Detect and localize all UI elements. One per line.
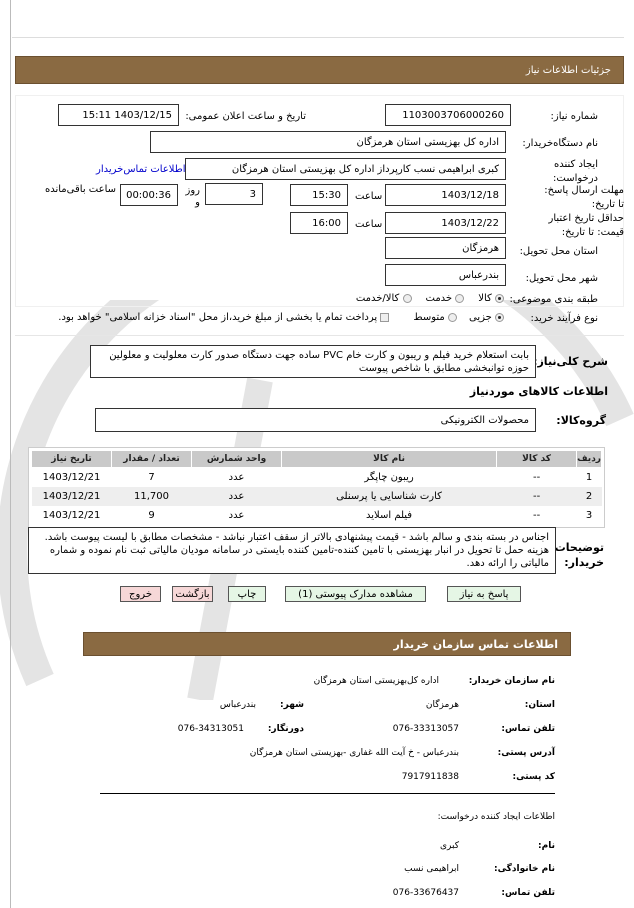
attachments-button[interactable]: مشاهده مدارک پیوستی (1) (285, 586, 426, 602)
goods-table: ردیف کد کالا نام کالا واحد شمارش تعداد /… (28, 447, 605, 528)
buyer-label: نام دستگاه‌خریدار: (522, 138, 598, 149)
divider (15, 335, 624, 336)
category-radio-goods[interactable]: کالا (478, 293, 504, 304)
section-header: جزئیات اطلاعات نیاز (15, 56, 624, 84)
name-label: نام: (538, 841, 555, 851)
remaining-field: 00:00:36 (120, 184, 178, 206)
process-radio-medium[interactable]: متوسط (413, 312, 457, 323)
col-header-unit: واحد شمارش (191, 450, 282, 468)
time-label: ساعت (355, 191, 383, 202)
table-row: 2 -- کارت شناسایی یا پرسنلی عدد 11,700 1403/1… (31, 486, 602, 506)
phone-value: 076-33313057 (392, 724, 459, 734)
description-field: بابت استعلام خرید فیلم و ریبون و کارت خا… (90, 345, 536, 378)
validity-label: حداقل تاریخ اعتبار قیمت: تا تاریخ: (548, 213, 624, 238)
postal-label: کد پستی: (512, 772, 555, 782)
deadline-date-field: 1403/12/18 (385, 184, 506, 206)
notes-label: توضیحات خریدار: (554, 541, 604, 569)
deadline-label: مهلت ارسال پاسخ: تا تاریخ: (544, 185, 624, 210)
treasury-checkbox[interactable]: پرداخت تمام یا بخشی از مبلغ خرید،از محل … (58, 312, 390, 323)
page-border (10, 0, 11, 908)
category-radio-both[interactable]: کالا/خدمت (356, 293, 412, 304)
group-label: گروه‌کالا: (556, 414, 606, 427)
need-number-label: شماره نیاز: (550, 111, 599, 122)
days-label: روز و (185, 185, 201, 208)
table-row: 1 -- ریبون چاپگر عدد 7 1403/12/21 (42, 471, 593, 483)
validity-time-field: 16:00 (290, 212, 348, 234)
need-number-field: 1103003706000260 (385, 104, 511, 126)
phone-label: تلفن تماس: (501, 724, 555, 734)
details-panel (15, 95, 624, 307)
description-label: شرح کلی‌نیاز: (533, 355, 608, 368)
category-radio-service[interactable]: خدمت (426, 293, 465, 304)
exit-button[interactable]: خروج (120, 586, 161, 602)
days-field: 3 (205, 183, 263, 205)
announce-field: 1403/12/15 15:11 (58, 104, 179, 126)
goods-section-title: اطلاعات کالاهای موردنیاز (469, 385, 608, 398)
process-label: نوع فرآیند خرید: (530, 313, 599, 324)
creator-section-title: اطلاعات ایجاد کننده درخواست: (437, 812, 555, 822)
buyer-field: اداره کل بهزیستی استان هرمزگان (150, 131, 506, 153)
validity-date-field: 1403/12/22 (385, 212, 506, 234)
city-label: شهر: (280, 700, 304, 710)
process-radio-group: جزیی متوسط پرداخت تمام یا بخشی از مبلغ خ… (58, 312, 504, 323)
contact-info-link[interactable]: اطلاعات تماس‌خریدار (96, 164, 186, 175)
deadline-time-field: 15:30 (290, 184, 348, 206)
category-label: طبقه بندی موضوعی: (509, 294, 598, 305)
col-header-date: تاریخ نیاز (31, 450, 112, 468)
org-label: نام سازمان خریدار: (468, 676, 555, 686)
contact-section-header: اطلاعات تماس سازمان خریدار (83, 632, 571, 656)
province-label: استان: (524, 700, 555, 710)
city-value: بندرعباس (219, 700, 256, 710)
family-value: ابراهیمی نسب (404, 864, 459, 874)
process-radio-minor[interactable]: جزیی (469, 312, 504, 323)
back-button[interactable]: بازگشت (172, 586, 213, 602)
col-header-qty: تعداد / مقدار (111, 450, 192, 468)
divider (100, 793, 555, 794)
name-value: کبری (439, 841, 459, 851)
creator-label: ایجاد کننده درخواست: (553, 159, 598, 184)
reply-button[interactable]: پاسخ به نیاز (447, 586, 521, 602)
family-label: نام خانوادگی: (493, 864, 555, 874)
address-label: آدرس پستی: (497, 748, 555, 758)
address-value: بندرعباس - خ آیت الله غفاری -بهزیستی است… (249, 748, 459, 758)
print-button[interactable]: چاپ (228, 586, 266, 602)
table-row: 3 -- فیلم اسلاید عدد 9 1403/12/21 (42, 509, 593, 521)
time-label: ساعت (355, 219, 383, 230)
notes-field: اجناس در بسته بندی و سالم باشد - قیمت پی… (28, 527, 556, 574)
announce-label: تاریخ و ساعت اعلان عمومی: (185, 111, 306, 122)
fax-label: دورنگار: (267, 724, 304, 734)
group-field: محصولات الکترونیکی (95, 408, 536, 432)
col-header-code: کد کالا (496, 450, 578, 468)
creator-phone-value: 076-33676437 (392, 888, 459, 898)
divider (12, 37, 624, 38)
postal-value: 7917911838 (401, 772, 459, 782)
creator-phone-label: تلفن تماس: (501, 888, 555, 898)
city-field: بندرعباس (385, 264, 506, 286)
city-label: شهر محل تحویل: (525, 273, 598, 284)
category-radio-group: کالا خدمت کالا/خدمت (356, 293, 504, 304)
remaining-label: ساعت باقی‌مانده (44, 184, 116, 195)
province-field: هرمزگان (385, 237, 506, 259)
province-value: هرمزگان (425, 700, 459, 710)
fax-value: 076-34313051 (177, 724, 244, 734)
org-value: اداره کل‌بهزیستی استان هرمزگان (313, 676, 439, 686)
col-header-row: ردیف (576, 450, 602, 468)
page-title: جزئیات اطلاعات نیاز (525, 64, 611, 76)
col-header-name: نام کالا (280, 450, 498, 468)
creator-field: کبری ابراهیمی نسب کارپرداز اداره کل بهزی… (185, 158, 506, 180)
province-label: استان محل تحویل: (519, 246, 598, 257)
